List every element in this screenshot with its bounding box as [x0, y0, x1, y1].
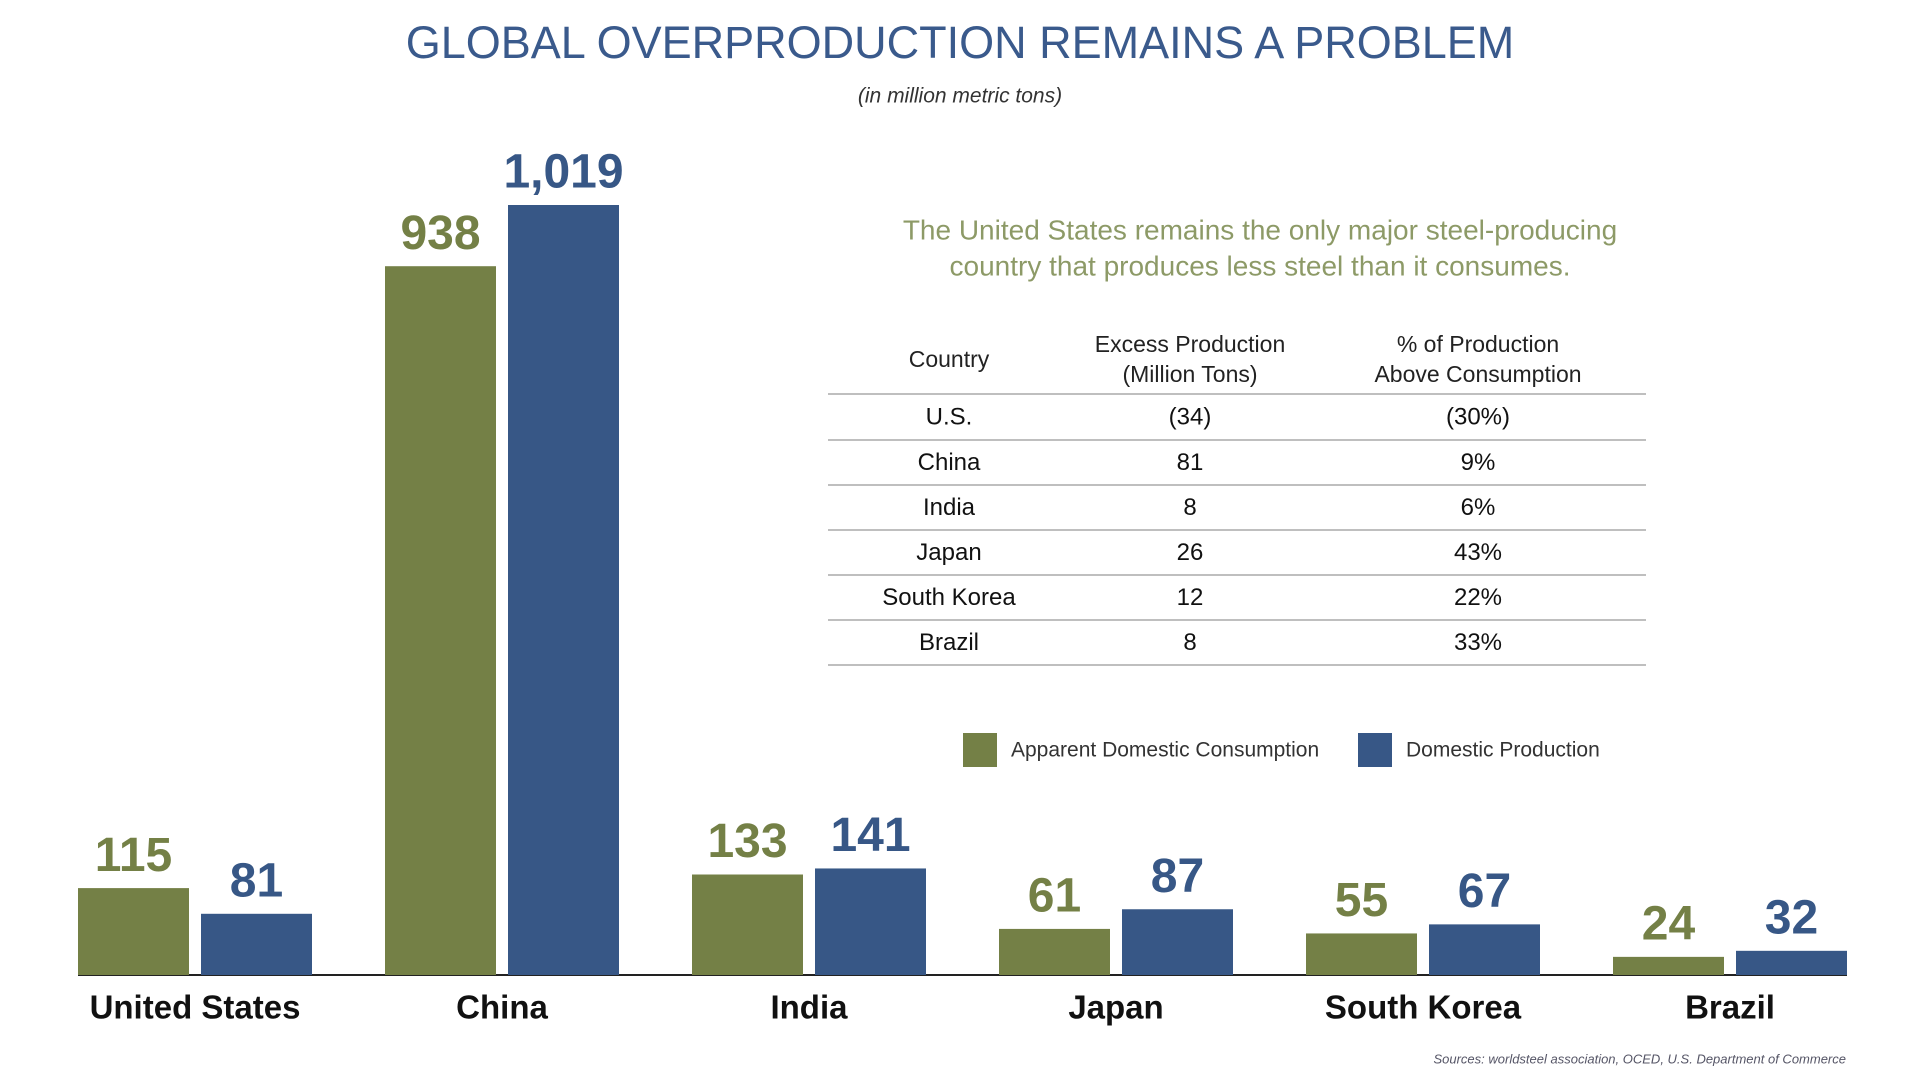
table-cell: Brazil: [919, 629, 979, 656]
table-cell: 9%: [1461, 449, 1496, 476]
table-header: Excess Production: [1095, 331, 1285, 357]
value-label: 87: [1151, 850, 1204, 903]
value-label: 1,019: [503, 146, 623, 199]
bar: [815, 868, 926, 975]
bar: [1613, 956, 1724, 975]
x-tick-label: India: [770, 989, 848, 1026]
table-header: Above Consumption: [1374, 361, 1581, 387]
table-cell: (34): [1169, 403, 1212, 430]
value-label: 55: [1335, 874, 1388, 927]
value-label: 32: [1765, 891, 1818, 944]
value-label: 81: [230, 854, 283, 907]
x-tick-label: South Korea: [1325, 989, 1522, 1026]
table-cell: (30%): [1446, 403, 1510, 430]
table-header: Country: [909, 346, 990, 372]
bar: [385, 266, 496, 976]
table-cell: U.S.: [926, 403, 973, 430]
bar: [1429, 924, 1540, 975]
value-label: 115: [95, 829, 172, 882]
value-label: 24: [1642, 898, 1696, 951]
bar: [999, 928, 1110, 975]
legend-label: Apparent Domestic Consumption: [1011, 739, 1319, 762]
bar: [201, 913, 312, 975]
legend-swatch: [963, 733, 997, 767]
bar: [78, 888, 189, 975]
table-cell: 8: [1183, 629, 1196, 656]
value-label: 141: [830, 809, 910, 862]
bar: [1306, 933, 1417, 975]
annotation: The United States remains the only major…: [903, 214, 1617, 245]
table-cell: 81: [1177, 449, 1204, 476]
table-cell: 6%: [1461, 494, 1496, 521]
chart-subtitle: (in million metric tons): [858, 85, 1062, 108]
x-tick-label: Japan: [1068, 989, 1163, 1026]
bar: [508, 205, 619, 975]
table-cell: 22%: [1454, 584, 1502, 611]
value-label: 938: [400, 207, 480, 260]
table-cell: India: [923, 494, 976, 521]
bar: [1122, 909, 1233, 975]
source: Sources: worldsteel association, OCED, U…: [1433, 1051, 1846, 1066]
bar: [692, 874, 803, 975]
table-cell: 12: [1177, 584, 1204, 611]
table-cell: 26: [1177, 539, 1204, 566]
x-tick-label: Brazil: [1685, 989, 1775, 1026]
chart-title: GLOBAL OVERPRODUCTION REMAINS A PROBLEM: [406, 17, 1515, 68]
table-cell: 33%: [1454, 629, 1502, 656]
value-label: 67: [1458, 865, 1511, 918]
table-cell: Japan: [916, 539, 981, 566]
value-label: 61: [1028, 870, 1081, 923]
legend-label: Domestic Production: [1406, 739, 1600, 762]
value-label: 133: [707, 815, 787, 868]
table-cell: 8: [1183, 494, 1196, 521]
x-tick-label: China: [456, 989, 548, 1026]
annotation: country that produces less steel than it…: [950, 250, 1571, 281]
table-header: (Million Tons): [1122, 361, 1257, 387]
legend-swatch: [1358, 733, 1392, 767]
table-cell: South Korea: [882, 584, 1016, 611]
bar: [1736, 950, 1847, 975]
x-tick-label: United States: [90, 989, 301, 1026]
table-header: % of Production: [1397, 331, 1559, 357]
table-cell: China: [918, 449, 981, 476]
table-cell: 43%: [1454, 539, 1502, 566]
